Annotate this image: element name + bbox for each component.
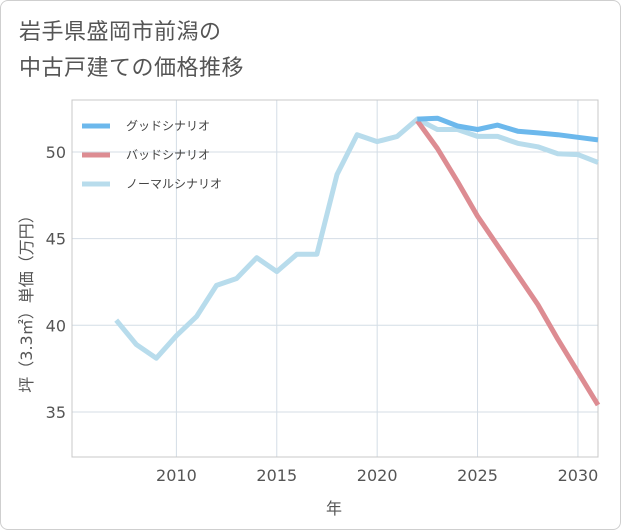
chart-title: 岩手県盛岡市前潟の 中古戸建ての価格推移 bbox=[19, 15, 244, 87]
y-axis-ticks: 35 40 45 50 bbox=[46, 143, 66, 422]
series-line-bad bbox=[415, 119, 601, 407]
x-tick-label: 2030 bbox=[558, 466, 599, 485]
series-line-normal bbox=[114, 116, 599, 361]
y-tick-label: 35 bbox=[46, 403, 66, 422]
legend-label-normal: ノーマルシナリオ bbox=[126, 177, 222, 191]
chart-title-line-2: 中古戸建ての価格推移 bbox=[19, 56, 245, 81]
x-axis-ticks: 2010 2015 2020 2025 2030 bbox=[156, 466, 598, 485]
x-tick-label: 2020 bbox=[357, 466, 398, 485]
x-tick-label: 2015 bbox=[256, 466, 297, 485]
y-tick-label: 45 bbox=[46, 230, 66, 249]
y-tick-label: 40 bbox=[46, 316, 66, 335]
chart-title-line-1: 岩手県盛岡市前潟の bbox=[19, 20, 222, 45]
grid bbox=[72, 100, 598, 457]
series-line-good bbox=[417, 115, 599, 143]
series-lines bbox=[114, 115, 601, 407]
x-tick-label: 2025 bbox=[457, 466, 498, 485]
y-axis-label: 坪（3.3㎡）単価（万円） bbox=[17, 207, 36, 392]
x-axis-label: 年 bbox=[326, 499, 342, 518]
legend-label-bad: バッドシナリオ bbox=[126, 148, 210, 162]
y-tick-label: 50 bbox=[46, 143, 66, 162]
plot-frame bbox=[71, 99, 599, 458]
x-tick-label: 2010 bbox=[156, 466, 197, 485]
legend-label-good: グッドシナリオ bbox=[126, 119, 210, 133]
